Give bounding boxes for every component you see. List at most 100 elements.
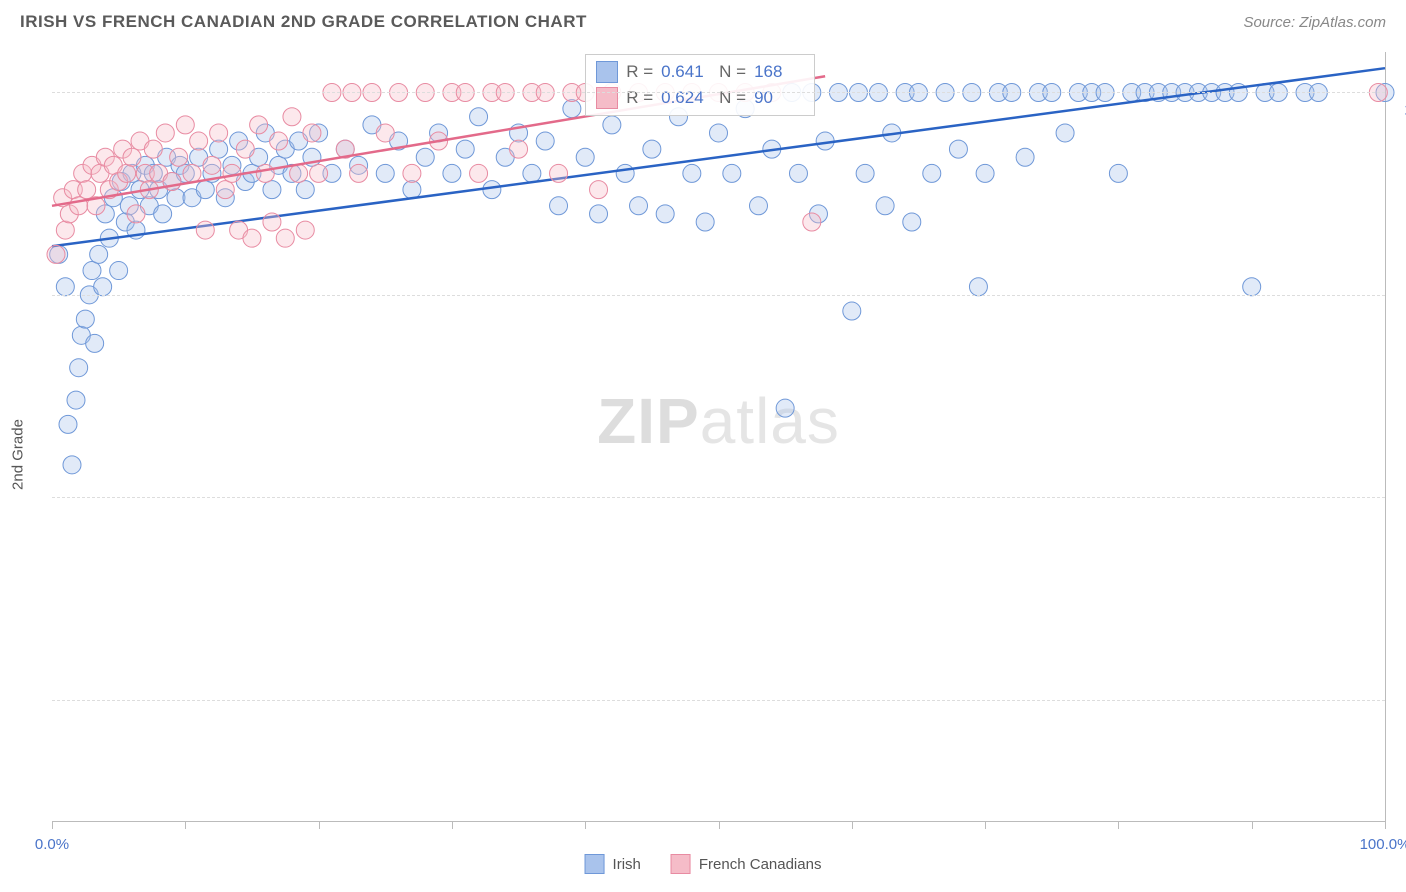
- scatter-point: [1243, 278, 1261, 296]
- scatter-point: [110, 262, 128, 280]
- stats-box: R =0.641N =168R =0.624N =90: [585, 54, 815, 116]
- legend-item: French Canadians: [671, 854, 822, 874]
- stat-r-label: R =: [626, 62, 653, 82]
- scatter-point: [243, 229, 261, 247]
- stat-n-label: N =: [719, 88, 746, 108]
- legend-swatch: [671, 854, 691, 874]
- x-tick: [585, 821, 586, 829]
- scatter-point: [969, 278, 987, 296]
- scatter-point: [70, 359, 88, 377]
- stat-r-value: 0.641: [661, 62, 711, 82]
- scatter-point: [376, 124, 394, 142]
- scatter-point: [616, 164, 634, 182]
- grid-line: [52, 92, 1385, 93]
- scatter-point: [296, 221, 314, 239]
- scatter-point: [176, 116, 194, 134]
- stats-row: R = 0.624 N = 90: [596, 85, 804, 111]
- scatter-point: [803, 213, 821, 231]
- x-tick: [185, 821, 186, 829]
- scatter-point: [576, 148, 594, 166]
- scatter-point: [416, 148, 434, 166]
- scatter-point: [94, 278, 112, 296]
- scatter-point: [563, 100, 581, 118]
- scatter-point: [216, 181, 234, 199]
- y-axis-label: 2nd Grade: [10, 419, 27, 490]
- scatter-point: [723, 164, 741, 182]
- scatter-point: [350, 164, 368, 182]
- scatter-point: [1016, 148, 1034, 166]
- scatter-point: [118, 164, 136, 182]
- scatter-point: [310, 164, 328, 182]
- scatter-point: [443, 164, 461, 182]
- scatter-point: [510, 140, 528, 158]
- scatter-point: [170, 148, 188, 166]
- scatter-point: [376, 164, 394, 182]
- legend-swatch: [585, 854, 605, 874]
- scatter-point: [550, 164, 568, 182]
- x-tick: [1118, 821, 1119, 829]
- scatter-point: [483, 181, 501, 199]
- scatter-point: [903, 213, 921, 231]
- scatter-point: [710, 124, 728, 142]
- chart-plot-area: ZIPatlas R =0.641N =168R =0.624N =90 92.…: [52, 52, 1386, 822]
- x-tick: [1252, 821, 1253, 829]
- scatter-point: [776, 399, 794, 417]
- scatter-point: [283, 108, 301, 126]
- stat-n-value: 90: [754, 88, 804, 108]
- x-tick-label: 100.0%: [1360, 836, 1406, 853]
- x-tick: [452, 821, 453, 829]
- scatter-point: [1056, 124, 1074, 142]
- scatter-point: [470, 108, 488, 126]
- scatter-point: [976, 164, 994, 182]
- x-tick: [319, 821, 320, 829]
- scatter-point: [536, 132, 554, 150]
- scatter-point: [856, 164, 874, 182]
- scatter-point: [949, 140, 967, 158]
- scatter-point: [210, 140, 228, 158]
- scatter-point: [47, 245, 65, 263]
- y-tick-label: 97.5%: [1395, 304, 1406, 321]
- scatter-point: [183, 164, 201, 182]
- scatter-point: [749, 197, 767, 215]
- x-tick: [52, 821, 53, 829]
- grid-line: [52, 295, 1385, 296]
- scatter-point: [656, 205, 674, 223]
- scatter-point: [67, 391, 85, 409]
- scatter-point: [923, 164, 941, 182]
- scatter-point: [156, 124, 174, 142]
- scatter-point: [590, 205, 608, 223]
- x-tick-label: 0.0%: [35, 836, 69, 853]
- scatter-point: [456, 140, 474, 158]
- scatter-point: [56, 221, 74, 239]
- scatter-point: [86, 334, 104, 352]
- grid-line: [52, 497, 1385, 498]
- scatter-point: [643, 140, 661, 158]
- scatter-point: [296, 181, 314, 199]
- chart-source: Source: ZipAtlas.com: [1243, 14, 1386, 31]
- scatter-point: [250, 116, 268, 134]
- stats-row: R =0.641N =168: [596, 59, 804, 85]
- scatter-point: [789, 164, 807, 182]
- scatter-point: [90, 245, 108, 263]
- legend-label: French Canadians: [699, 856, 822, 873]
- scatter-point: [167, 189, 185, 207]
- grid-line: [52, 700, 1385, 701]
- scatter-point: [843, 302, 861, 320]
- scatter-point: [1109, 164, 1127, 182]
- scatter-point: [203, 156, 221, 174]
- stat-r-label: R =: [626, 88, 653, 108]
- legend-item: Irish: [585, 854, 641, 874]
- legend: Irish French Canadians: [585, 854, 822, 874]
- scatter-point: [190, 132, 208, 150]
- stat-r-value: 0.624: [661, 88, 711, 108]
- scatter-point: [63, 456, 81, 474]
- scatter-point: [76, 310, 94, 328]
- scatter-point: [196, 181, 214, 199]
- scatter-point: [303, 124, 321, 142]
- scatter-point: [127, 205, 145, 223]
- scatter-point: [630, 197, 648, 215]
- scatter-point: [276, 229, 294, 247]
- chart-header: IRISH VS FRENCH CANADIAN 2ND GRADE CORRE…: [0, 0, 1406, 40]
- scatter-point: [270, 132, 288, 150]
- y-tick-label: 100.0%: [1395, 102, 1406, 119]
